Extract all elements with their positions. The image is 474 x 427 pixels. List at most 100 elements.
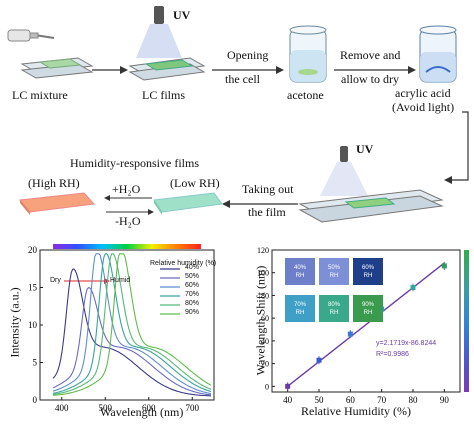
shift-xlabel: Relative Humidity (%): [301, 404, 411, 418]
film-cell: [298, 189, 444, 223]
y-tick-label: 80: [261, 291, 269, 300]
fit-line: [287, 262, 445, 387]
humidity-title: Humidity-responsive films: [70, 156, 199, 170]
step-lc-mixture: LC mixture: [12, 88, 68, 102]
legend-entry: 60%: [185, 282, 200, 289]
rh-color-swatch: 50% RH: [319, 258, 349, 285]
uv-lamp-icon: [136, 6, 182, 58]
y-tick-label: 40: [261, 337, 269, 346]
uv-label: UV: [356, 142, 374, 156]
lc-mixture-cell: [20, 57, 94, 79]
spectrum-line-90: [52, 253, 212, 396]
swatch-label: 40%: [293, 265, 306, 271]
data-point: [285, 383, 291, 389]
minus-water-label: -H₂O: [115, 214, 141, 228]
step-avoid-light: (Avoid light): [392, 100, 455, 114]
rh-color-swatch: 60% RH: [353, 258, 383, 285]
swatch-label: 80%: [327, 302, 340, 308]
x-tick-label: 400: [55, 403, 69, 413]
data-point: [441, 263, 447, 269]
high-rh-film: [19, 192, 96, 215]
spectrum-line-50: [52, 287, 212, 396]
fit-equation: y=2.1719x-86.8244: [376, 340, 437, 347]
legend-entry: 40%: [185, 264, 200, 271]
y-tick-label: 0: [33, 395, 38, 405]
x-tick-label: 40: [283, 395, 293, 405]
y-tick-label: 20: [28, 245, 38, 255]
x-tick-label: 60: [346, 395, 356, 405]
arrow-label-remove: Remove and: [340, 48, 401, 62]
spectra-xlabel: Wavelength (nm): [100, 405, 184, 419]
swatch-label: 60%: [361, 265, 374, 271]
step-acrylic-acid: acrylic acid: [395, 86, 451, 100]
shift-ylabel: Wavelength Shift (nm): [253, 265, 268, 376]
uv-label: UV: [173, 8, 191, 22]
spectrum-line-70: [52, 253, 212, 394]
swatch-label: RH: [329, 310, 339, 316]
swatch-label: RH: [363, 310, 373, 316]
y-tick-label: 10: [28, 320, 38, 330]
arrow-label-taking-out: Taking out: [242, 182, 294, 196]
swatch-label: RH: [363, 273, 373, 279]
y-tick-label: 120: [257, 246, 269, 255]
x-tick-label: 80: [409, 395, 419, 405]
y-tick-label: 60: [261, 314, 269, 323]
plot-frame: [271, 249, 461, 393]
rainbow-strip: [53, 244, 201, 249]
y-tick-label: 20: [261, 360, 269, 369]
arrow-label-dry: allow to dry: [341, 72, 399, 86]
swatch-label: 50%: [327, 265, 340, 271]
spectrum-line-40: [52, 268, 212, 397]
data-point: [410, 284, 416, 290]
arrow-down-connector: [452, 111, 469, 181]
arrow-label-the-cell: the cell: [225, 72, 260, 86]
dropper-bottle-icon: [7, 29, 55, 42]
swatch-label: RH: [295, 273, 305, 279]
spectrum-line-60: [52, 253, 212, 395]
low-rh-label: (Low RH): [170, 176, 220, 190]
high-rh-label: (High RH): [28, 176, 80, 190]
step-acetone: acetone: [287, 88, 324, 102]
swatch-label: RH: [329, 273, 339, 279]
rh-color-swatch: 90% RH: [353, 295, 383, 322]
legend-title: Relative humidity (%): [150, 260, 217, 267]
acetone-beaker-icon: [289, 25, 327, 83]
data-point: [316, 357, 322, 363]
spectrum-line-80: [52, 253, 212, 395]
step-lc-films: LC films: [142, 88, 186, 102]
lc-films-cell: [128, 57, 206, 81]
arrow-label-opening: Opening: [227, 48, 269, 62]
data-point: [347, 331, 353, 337]
legend-entry: 50%: [185, 273, 200, 280]
legend-entry: 70%: [185, 291, 200, 298]
x-tick-label: 50: [315, 395, 325, 405]
x-tick-label: 600: [142, 403, 156, 413]
process-diagram: [7, 6, 469, 223]
rh-color-swatch: 70% RH: [285, 295, 315, 322]
acrylic-acid-beaker-icon: [419, 25, 457, 83]
r-squared: R²=0.9986: [376, 351, 409, 358]
x-tick-label: 90: [440, 395, 450, 405]
y-tick-label: 5: [33, 358, 38, 368]
low-rh-film: [153, 192, 223, 215]
arrow-label-the-film: the film: [248, 205, 286, 219]
rh-color-swatch: 40% RH: [285, 258, 315, 285]
annotation-humid: Humid: [110, 277, 131, 284]
legend-entry: 80%: [185, 300, 200, 307]
x-tick-label: 500: [99, 403, 113, 413]
annotation-dry: Dry: [50, 277, 61, 284]
y-tick-label: 0: [265, 382, 269, 391]
legend-entry: 90%: [185, 309, 200, 316]
plus-water-label: +H₂O: [112, 182, 141, 196]
swatch-label: 70%: [293, 302, 306, 308]
rh-color-swatch: 80% RH: [319, 295, 349, 322]
y-tick-label: 100: [257, 269, 269, 278]
swatch-label: RH: [295, 310, 305, 316]
swatch-label: 90%: [361, 302, 374, 308]
color-bar: [464, 250, 469, 392]
uv-lamp-icon: [320, 146, 368, 196]
x-tick-label: 70: [377, 395, 387, 405]
y-tick-label: 15: [28, 283, 38, 293]
